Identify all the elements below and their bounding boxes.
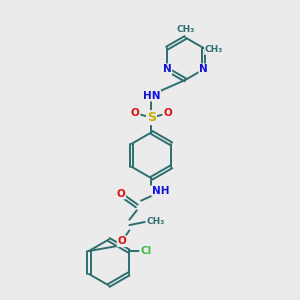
Text: S: S [147, 111, 156, 124]
Text: O: O [131, 108, 140, 118]
Text: N: N [163, 64, 171, 74]
Text: O: O [163, 108, 172, 118]
Text: O: O [118, 236, 126, 246]
Text: O: O [116, 189, 125, 199]
Text: CH₃: CH₃ [176, 25, 194, 34]
Text: N: N [199, 64, 208, 74]
Text: CH₃: CH₃ [146, 217, 164, 226]
Text: HN: HN [143, 91, 160, 100]
Text: NH: NH [152, 186, 169, 196]
Text: Cl: Cl [140, 246, 152, 256]
Text: CH₃: CH₃ [205, 45, 223, 54]
